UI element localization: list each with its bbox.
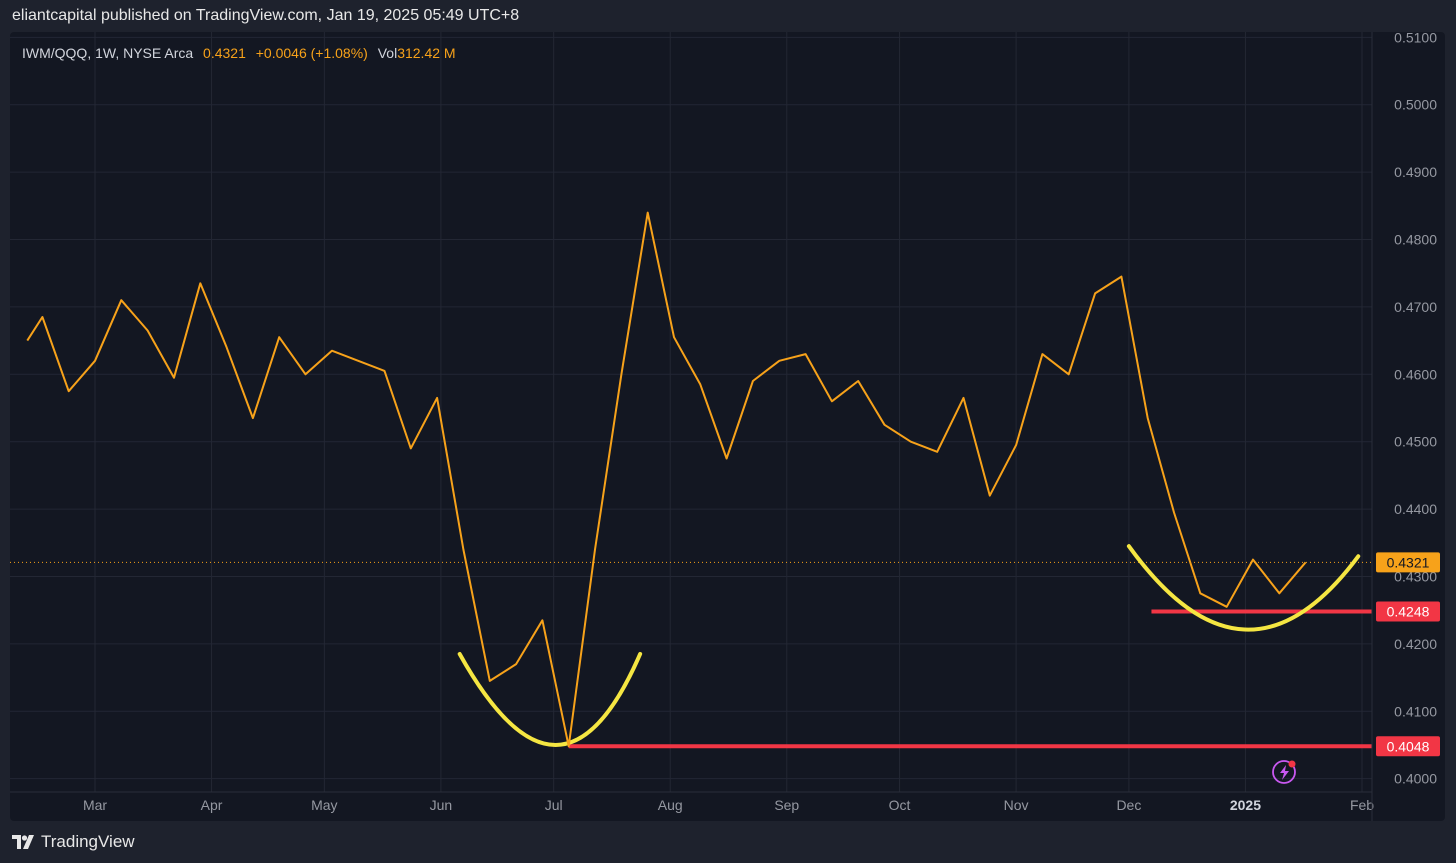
alert-dot-icon bbox=[1288, 760, 1296, 768]
x-tick-label: May bbox=[311, 797, 337, 813]
price-line-layer bbox=[26, 211, 1307, 748]
y-tick-label: 0.4300 bbox=[1394, 568, 1437, 584]
tradingview-logo-icon bbox=[12, 835, 34, 849]
y-tick-label: 0.4400 bbox=[1394, 501, 1437, 517]
x-tick-label: Feb bbox=[1350, 797, 1374, 813]
support-price-label: 0.4248 bbox=[1387, 604, 1430, 620]
axis-layer: 0.5100 0.5000 0.4900 0.4800 0.4700 0.4600 0.45… bbox=[10, 32, 1440, 821]
x-tick-label: Dec bbox=[1116, 797, 1141, 813]
alert-lightning-icon bbox=[1272, 760, 1296, 784]
grid-layer bbox=[10, 32, 1372, 792]
y-tick-label: 0.4700 bbox=[1394, 299, 1437, 315]
symbol-info: IWM/QQQ, 1W, NYSE Arca bbox=[22, 45, 194, 61]
y-tick-label: 0.4800 bbox=[1394, 232, 1437, 248]
x-tick-label: Sep bbox=[774, 797, 799, 813]
x-tick-label: Mar bbox=[83, 797, 107, 813]
volume-label: Vol bbox=[377, 45, 398, 61]
annotation-curve bbox=[457, 651, 643, 747]
x-tick-label: Aug bbox=[658, 797, 683, 813]
brand[interactable]: TradingView bbox=[12, 832, 135, 852]
symbol-legend[interactable]: IWM/QQQ, 1W, NYSE Arca 0.4321 +0.0046 (+… bbox=[22, 45, 456, 61]
y-tick-label: 0.4000 bbox=[1394, 771, 1437, 787]
x-tick-label: Oct bbox=[889, 797, 911, 813]
x-tick-label: 2025 bbox=[1230, 797, 1261, 813]
x-tick-label: Nov bbox=[1004, 797, 1029, 813]
footer-bar: TradingView bbox=[0, 821, 1456, 863]
support-price-label-bg bbox=[1376, 736, 1440, 757]
y-tick-label: 0.5100 bbox=[1394, 32, 1437, 45]
current-price-label: 0.4321 bbox=[1387, 554, 1430, 570]
y-tick-label: 0.4900 bbox=[1394, 164, 1437, 180]
support-price-label-bg bbox=[1376, 601, 1440, 622]
chart-canvas[interactable]: 0.5100 0.5000 0.4900 0.4800 0.4700 0.4600 0.45… bbox=[10, 32, 1445, 821]
y-tick-label: 0.4600 bbox=[1394, 366, 1437, 382]
current-price-label-bg bbox=[1376, 552, 1440, 573]
price-line bbox=[26, 211, 1307, 748]
last-price: 0.4321 bbox=[203, 45, 246, 61]
y-tick-label: 0.4200 bbox=[1394, 636, 1437, 652]
annotation-layer bbox=[10, 544, 1372, 749]
price-change: +0.0046 (+1.08%) bbox=[255, 45, 368, 61]
icon-layer bbox=[1272, 760, 1296, 784]
annotation-curve bbox=[1126, 544, 1361, 632]
x-tick-label: Jul bbox=[545, 797, 563, 813]
x-tick-label: Apr bbox=[201, 797, 223, 813]
y-tick-label: 0.5000 bbox=[1394, 97, 1437, 113]
chart-panel[interactable]: 0.5100 0.5000 0.4900 0.4800 0.4700 0.4600 0.45… bbox=[10, 32, 1445, 821]
brand-name: TradingView bbox=[41, 832, 135, 851]
y-tick-label: 0.4500 bbox=[1394, 434, 1437, 450]
publisher-header: eliantcapital published on TradingView.c… bbox=[12, 7, 520, 24]
x-tick-label: Jun bbox=[430, 797, 453, 813]
lightning-bolt-icon bbox=[1280, 765, 1289, 780]
y-tick-label: 0.4100 bbox=[1394, 703, 1437, 719]
volume-value: 312.42 M bbox=[397, 45, 456, 61]
support-price-label: 0.4048 bbox=[1387, 738, 1430, 754]
